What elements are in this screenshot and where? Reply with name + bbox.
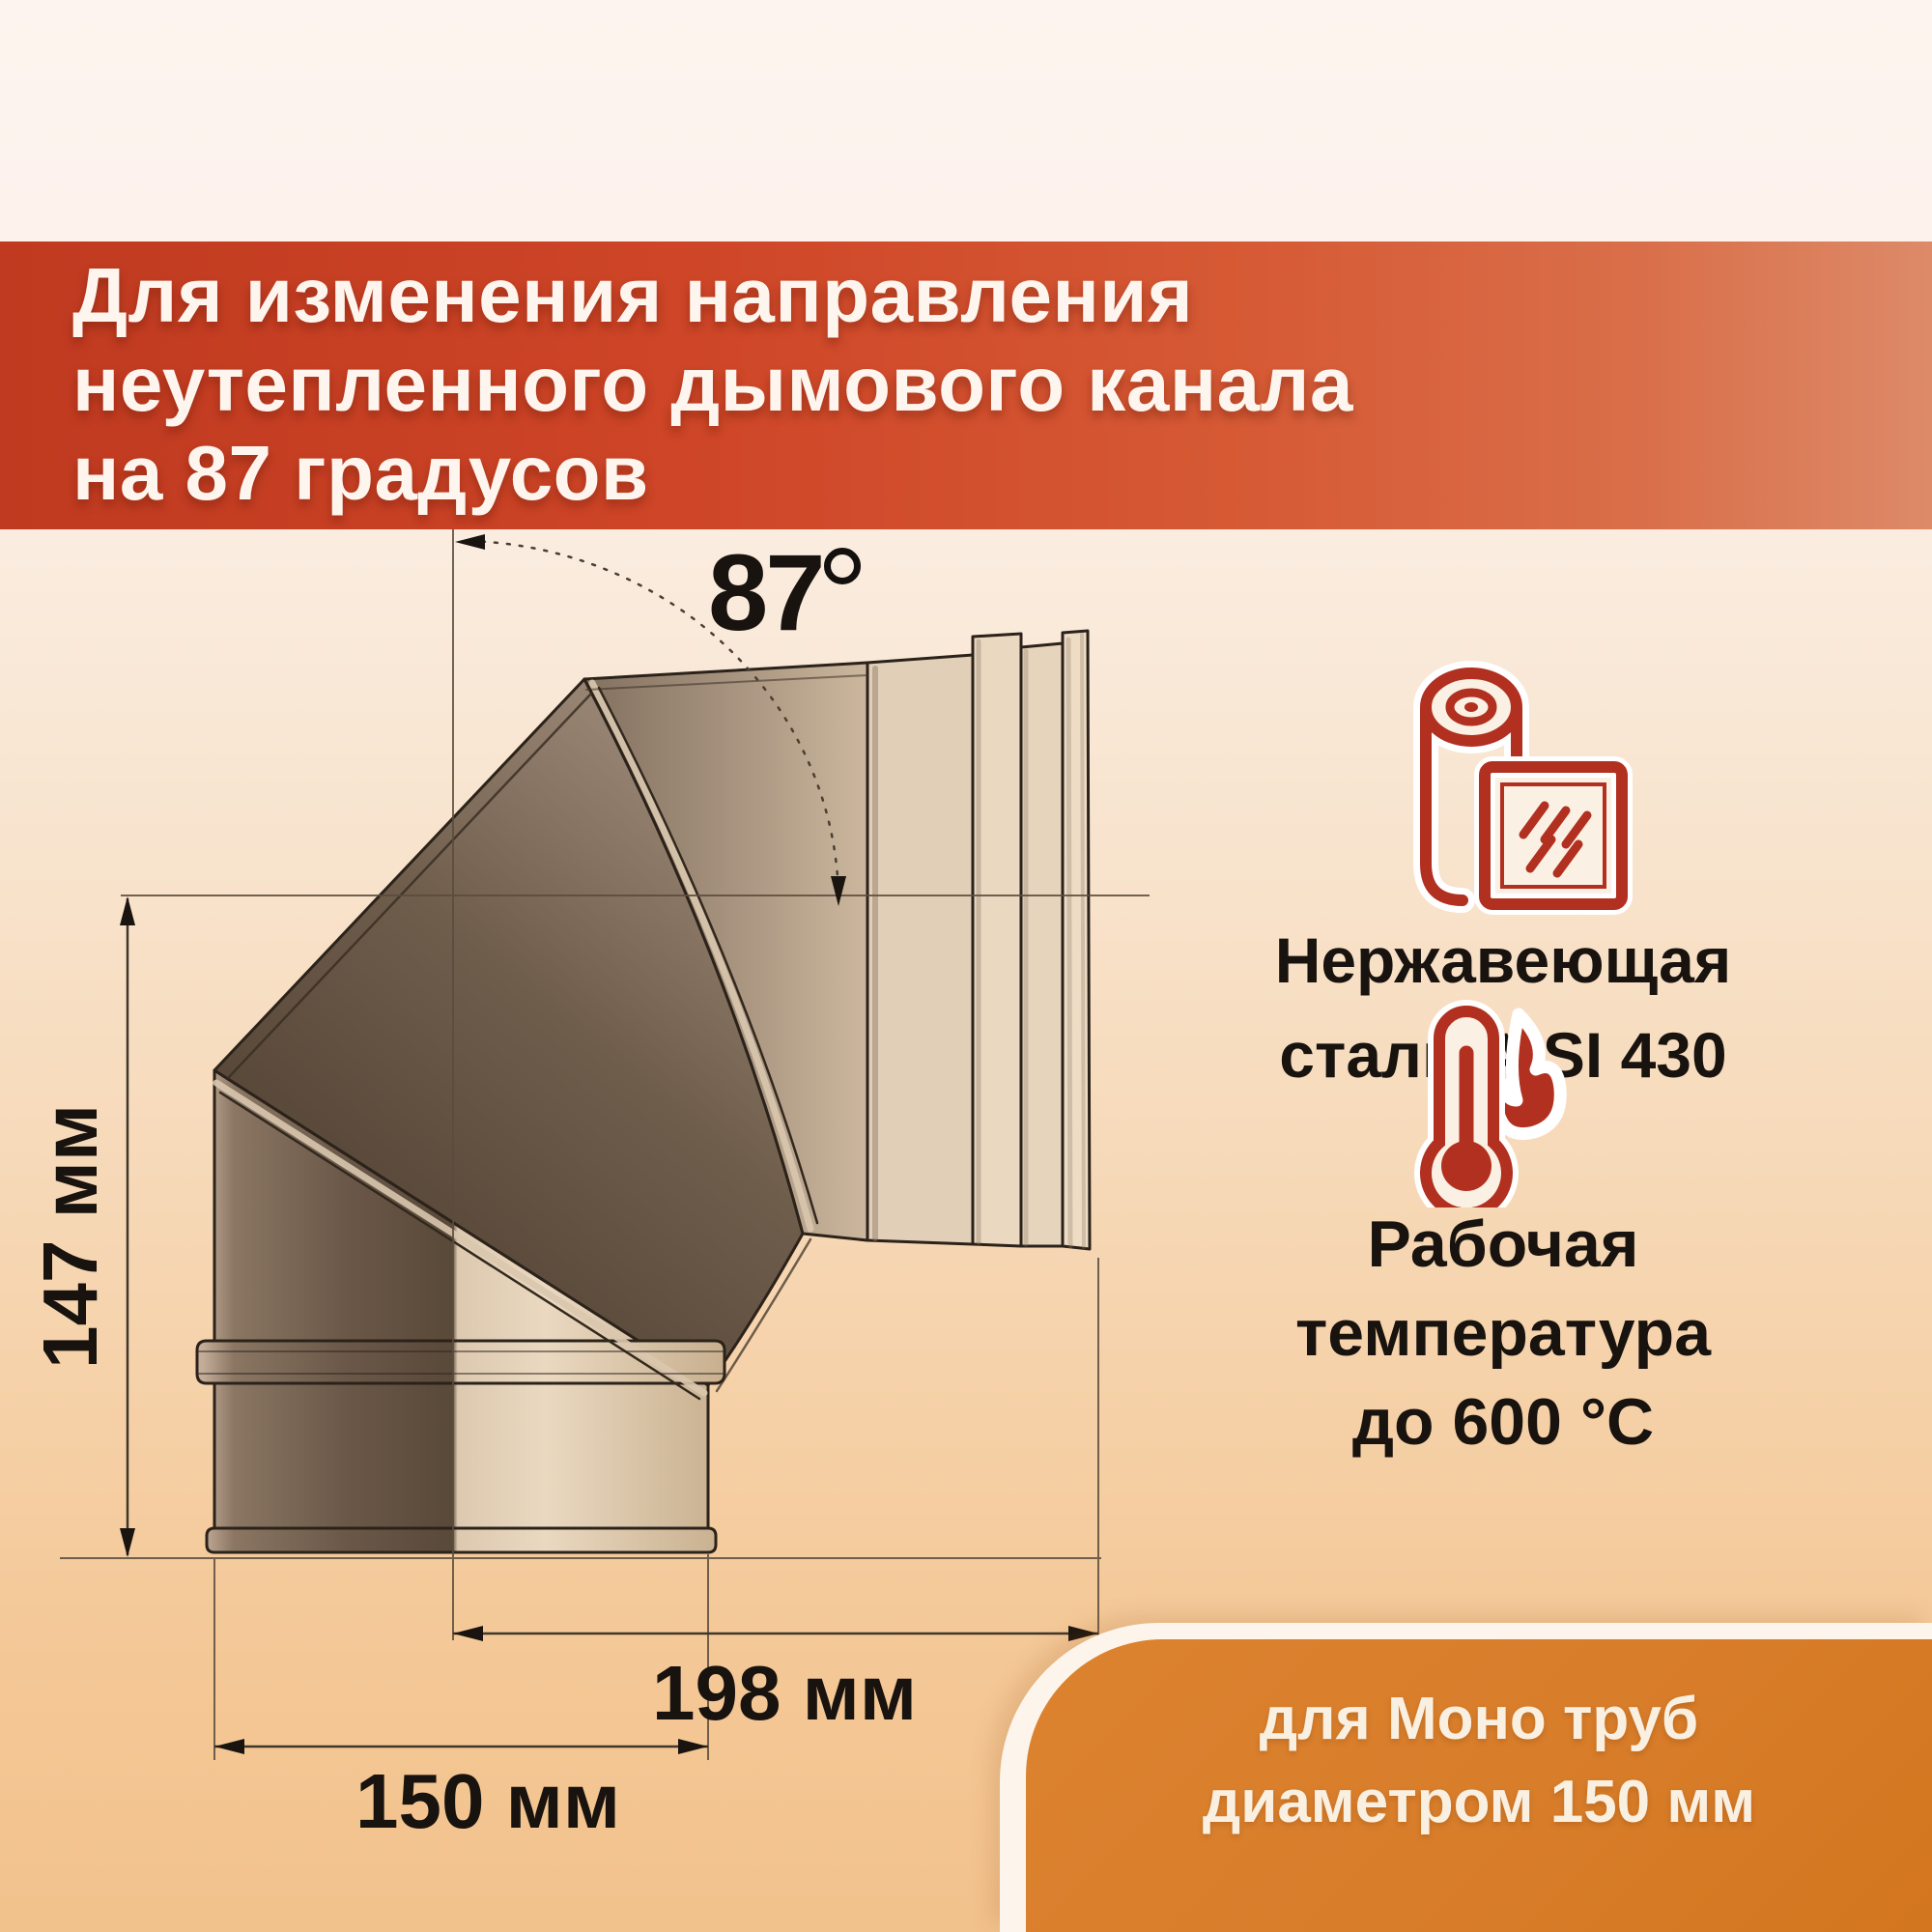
arrow-arc-end xyxy=(831,876,846,906)
arrow-150-left xyxy=(214,1739,244,1754)
dim-label-150: 150 мм xyxy=(355,1758,620,1844)
pipe-bottom-lip xyxy=(205,1526,718,1554)
title-banner: Для изменения направления неутепленного … xyxy=(0,242,1932,529)
feature-temp-line-1: Рабочая xyxy=(1367,1208,1639,1281)
steel-roll-icon xyxy=(1413,661,1633,915)
arrow-150-right xyxy=(678,1739,708,1754)
dim-label-198: 198 мм xyxy=(652,1650,917,1736)
feature-temp-line-2: температура xyxy=(1294,1296,1712,1370)
arrow-147-up xyxy=(120,896,135,925)
feature-temp-line-3: до 600 °С xyxy=(1351,1385,1655,1459)
dimension-arrows xyxy=(120,534,1098,1754)
arrow-147-down xyxy=(120,1528,135,1557)
arrow-198-left xyxy=(453,1626,483,1641)
footer-line-2: диаметром 150 мм xyxy=(1202,1769,1756,1835)
banner-line-3: на 87 градусов xyxy=(72,430,649,516)
feature-temperature: Рабочая температура до 600 °С xyxy=(1165,1200,1841,1466)
flame-shape xyxy=(1491,1008,1567,1141)
socket-end-lip xyxy=(1061,629,1092,1251)
banner-line-1: Для изменения направления xyxy=(72,252,1194,338)
thermometer-bulb xyxy=(1441,1141,1492,1191)
arrow-arc-top xyxy=(455,534,485,550)
angle-label: 87 xyxy=(708,532,823,653)
elbow-pipe xyxy=(195,629,1092,1554)
footer-line-1: для Моно труб xyxy=(1259,1686,1699,1752)
footer-panel: для Моно труб диаметром 150 мм xyxy=(1026,1639,1932,1932)
socket-band-a xyxy=(866,653,975,1246)
pipe-crimp-ring xyxy=(195,1339,726,1385)
degree-symbol xyxy=(824,548,861,584)
thermometer-flame-icon xyxy=(1414,1000,1567,1208)
pipe-seam-lines xyxy=(198,633,1086,1401)
banner-line-2: неутепленного дымового канала xyxy=(72,341,1353,427)
dim-label-147: 147 мм xyxy=(27,1104,113,1369)
dimension-lines xyxy=(126,898,1098,1748)
arrow-198-right xyxy=(1068,1626,1098,1641)
feature-steel-line-1: Нержавеющая xyxy=(1274,924,1732,996)
construction-lines xyxy=(60,529,1150,1760)
